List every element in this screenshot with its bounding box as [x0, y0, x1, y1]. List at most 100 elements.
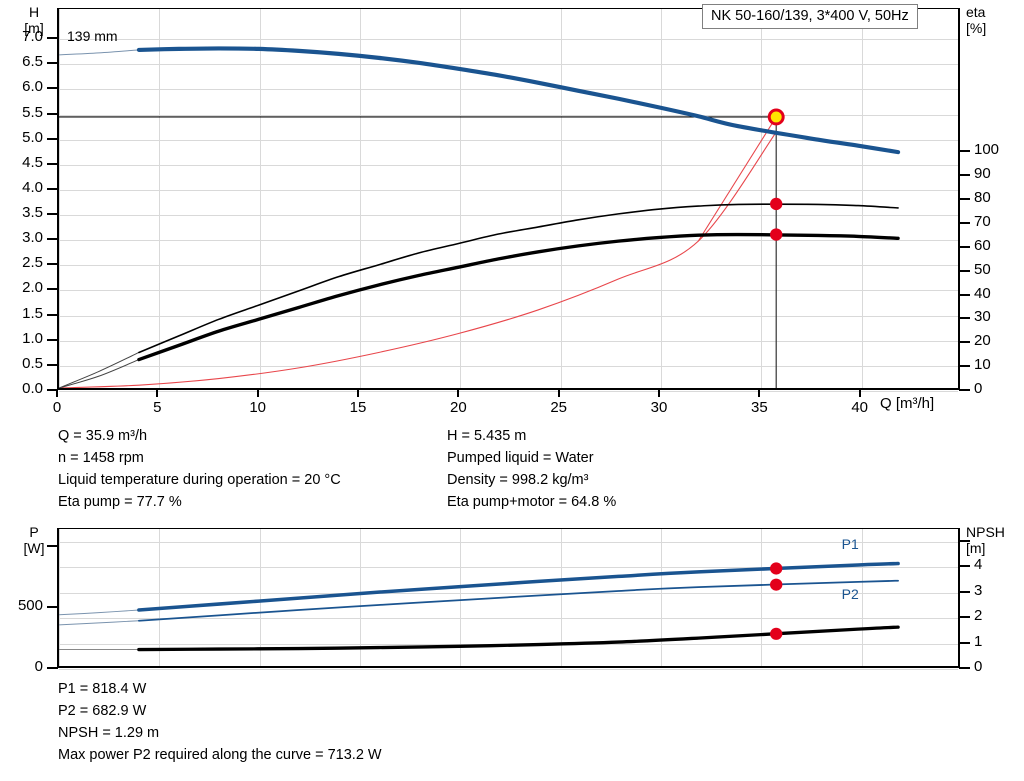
operating-data-row: Eta pump+motor = 64.8 % — [447, 491, 616, 513]
top-curves — [59, 9, 958, 388]
operating-data-block: Q = 35.9 m³/hn = 1458 rpmLiquid temperat… — [0, 425, 1024, 513]
bottom-left-axis-title-line1: P — [14, 524, 54, 540]
y-tick-label: 500 — [0, 597, 43, 614]
operating-data-row: Q = 35.9 m³/h — [58, 425, 341, 447]
y2-tick-label: 0 — [974, 658, 1016, 675]
npsh-aux-curve-tail — [698, 117, 776, 241]
y-tick-label: 1.0 — [0, 330, 43, 347]
y-tick-label: 7.0 — [0, 28, 43, 45]
x-tick — [56, 390, 58, 397]
top-right-axis-title: eta [%] — [966, 4, 1020, 36]
y2-tick — [959, 616, 970, 618]
power-data-rows: P1 = 818.4 WP2 = 682.9 WNPSH = 1.29 mMax… — [58, 678, 382, 766]
top-left-axis-title-line1: H — [14, 4, 54, 20]
y-tick-label: 6.0 — [0, 78, 43, 95]
y-tick — [47, 62, 58, 64]
y2-tick-label: 2 — [974, 607, 1016, 624]
operating-point-marker — [770, 198, 782, 210]
operating-point-marker — [770, 562, 782, 574]
power-npsh-chart: P [W] NPSH [m] P1 P2 — [0, 520, 1024, 675]
head-efficiency-chart: H [m] eta [%] 0.00.51.01.52.02.53.03.54.… — [0, 0, 1024, 420]
operating-data-row: Eta pump = 77.7 % — [58, 491, 341, 513]
y-tick — [47, 37, 58, 39]
y-tick — [47, 314, 58, 316]
y2-tick-label: 70 — [974, 213, 1016, 230]
y-tick — [47, 188, 58, 190]
y2-tick-label: 80 — [974, 189, 1016, 206]
y2-tick-label: 30 — [974, 308, 1016, 325]
y2-tick — [959, 174, 970, 176]
y2-tick — [959, 317, 970, 319]
operating-point-marker — [770, 628, 782, 640]
y-tick — [47, 364, 58, 366]
operating-data-row: H = 5.435 m — [447, 425, 616, 447]
operating-data-row: Pumped liquid = Water — [447, 447, 616, 469]
y2-tick-label: 10 — [974, 356, 1016, 373]
y2-tick — [959, 150, 970, 152]
y-tick-label: 3.0 — [0, 229, 43, 246]
x-tick — [357, 390, 359, 397]
y-tick-label: 5.5 — [0, 104, 43, 121]
operating-data-right-column: H = 5.435 mPumped liquid = WaterDensity … — [447, 425, 616, 513]
y2-tick-label: 20 — [974, 332, 1016, 349]
y2-tick-label: 0 — [974, 380, 1016, 397]
x-tick-label: 30 — [635, 399, 683, 416]
head-curve — [139, 48, 898, 152]
y-tick — [47, 113, 58, 115]
y-tick-label: 2.5 — [0, 254, 43, 271]
operating-point-marker — [770, 579, 782, 591]
power-data-row: P2 = 682.9 W — [58, 700, 382, 722]
y2-tick — [959, 389, 970, 391]
y-tick — [47, 138, 58, 140]
operating-data-row: Liquid temperature during operation = 20… — [58, 469, 341, 491]
eta-pump-motor-curve-extension — [59, 360, 139, 388]
y2-tick-label: 1 — [974, 633, 1016, 650]
x-tick-label: 25 — [535, 399, 583, 416]
gridline-h — [59, 391, 958, 392]
y-tick-label: 4.0 — [0, 179, 43, 196]
p1-curve-extension — [59, 610, 139, 615]
x-tick — [859, 390, 861, 397]
y2-tick — [959, 198, 970, 200]
impeller-diameter-label: 139 mm — [67, 28, 118, 44]
p2-curve-label: P2 — [842, 586, 859, 602]
y2-tick — [959, 341, 970, 343]
eta-pump-motor-curve — [139, 235, 898, 360]
y-tick-label: 0.0 — [0, 380, 43, 397]
y-tick-label: 6.5 — [0, 53, 43, 70]
y-tick — [47, 288, 58, 290]
x-tick — [257, 390, 259, 397]
y2-tick — [959, 667, 970, 669]
operating-data-row: n = 1458 rpm — [58, 447, 341, 469]
y-tick-label: 3.5 — [0, 204, 43, 221]
y-tick-label: 2.0 — [0, 279, 43, 296]
bottom-curves — [59, 529, 958, 666]
operating-point-marker — [770, 228, 782, 240]
bottom-right-axis-title-line2: [m] — [966, 540, 1024, 556]
x-axis-title: Q [m³/h] — [880, 395, 934, 412]
top-right-axis-title-line2: [%] — [966, 20, 1020, 36]
x-tick-label: 40 — [836, 399, 884, 416]
gridline-h — [59, 669, 958, 670]
x-tick — [558, 390, 560, 397]
y-tick — [47, 163, 58, 165]
x-tick-label: 10 — [234, 399, 282, 416]
y2-tick — [959, 294, 970, 296]
npsh-curve — [139, 627, 898, 649]
y2-tick-label: 60 — [974, 237, 1016, 254]
x-tick-label: 0 — [33, 399, 81, 416]
operating-data-row: Density = 998.2 kg/m³ — [447, 469, 616, 491]
y2-tick-label: 4 — [974, 556, 1016, 573]
eta-pump-curve-extension — [59, 352, 139, 388]
y-tick-label: 4.5 — [0, 154, 43, 171]
y2-tick-label: 50 — [974, 261, 1016, 278]
top-right-axis-title-line1: eta — [966, 4, 1020, 20]
y-tick-label: 1.5 — [0, 305, 43, 322]
y-tick — [47, 606, 58, 608]
y2-tick-label: 90 — [974, 165, 1016, 182]
x-tick — [658, 390, 660, 397]
chart-title-box: NK 50-160/139, 3*400 V, 50Hz — [702, 4, 918, 29]
x-tick — [457, 390, 459, 397]
x-tick-label: 15 — [334, 399, 382, 416]
y2-tick — [959, 565, 970, 567]
